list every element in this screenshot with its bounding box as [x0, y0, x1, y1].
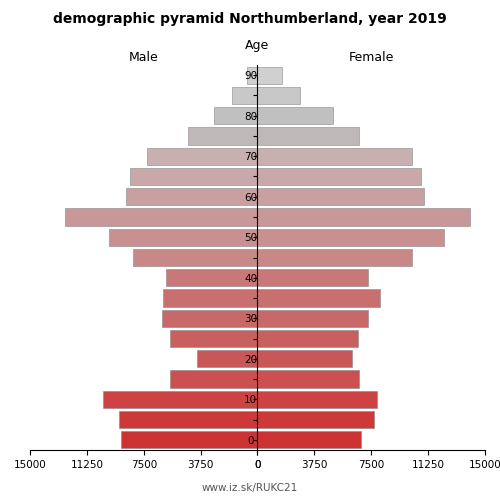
Bar — [103, 390, 258, 408]
Title: Female: Female — [348, 51, 394, 64]
Bar — [164, 290, 258, 306]
Bar — [258, 107, 334, 124]
Bar — [258, 411, 374, 428]
Bar — [258, 249, 412, 266]
Bar — [120, 411, 258, 428]
Bar — [162, 310, 258, 327]
Bar — [121, 432, 258, 448]
Bar — [258, 87, 300, 104]
Bar — [258, 350, 352, 368]
Bar — [147, 148, 258, 165]
Bar — [258, 330, 358, 347]
Bar — [258, 148, 412, 165]
Bar — [166, 269, 258, 286]
Bar — [258, 188, 424, 206]
Bar — [258, 269, 368, 286]
Title: Male: Male — [129, 51, 158, 64]
Bar — [126, 188, 258, 206]
Bar — [130, 168, 258, 185]
Text: demographic pyramid Northumberland, year 2019: demographic pyramid Northumberland, year… — [53, 12, 447, 26]
Bar — [247, 66, 258, 84]
Bar — [258, 208, 470, 226]
Bar — [197, 350, 258, 368]
Bar — [65, 208, 258, 226]
Bar — [170, 330, 258, 347]
Bar — [170, 370, 258, 388]
Text: www.iz.sk/RUKC21: www.iz.sk/RUKC21 — [202, 483, 298, 493]
Bar — [258, 228, 444, 246]
Bar — [258, 370, 359, 388]
Text: Age: Age — [246, 40, 270, 52]
Bar — [258, 310, 368, 327]
Bar — [258, 290, 380, 306]
Bar — [214, 107, 258, 124]
Bar — [258, 66, 282, 84]
Bar — [109, 228, 258, 246]
Bar — [232, 87, 258, 104]
Bar — [258, 432, 360, 448]
Bar — [258, 128, 359, 144]
Bar — [258, 168, 422, 185]
Bar — [258, 390, 378, 408]
Bar — [133, 249, 258, 266]
Bar — [188, 128, 258, 144]
